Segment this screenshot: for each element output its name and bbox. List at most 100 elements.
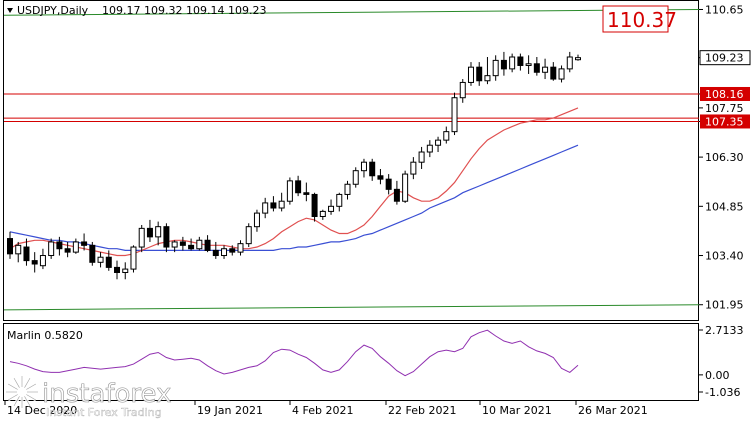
candles [7,51,581,280]
sunburst-ray-edge-1 [26,394,37,401]
candle-body-6 [56,241,63,250]
candle-body-42 [352,170,359,185]
target-label: 110.37 [607,8,677,32]
sunburst-ray-edge-2 [24,396,31,407]
date-label-2: 4 Feb 2021 [292,404,353,417]
oscillator-polyline [9,329,579,377]
osc-label-1: 0.00 [705,369,730,382]
ohlc-header: 109.17 109.32 109.14 109.23 [102,4,266,17]
candle-body-59 [492,59,499,77]
candle-body-51 [426,144,433,153]
candle-body-65 [542,66,549,73]
candle-body-62 [517,56,524,66]
candle-body-54 [451,97,458,133]
candle-body-61 [509,56,516,70]
candle-body-7 [64,248,71,253]
candle-body-12 [105,256,112,268]
target-label-box [602,5,669,33]
candle-body-41 [344,183,351,195]
candle-body-29 [245,226,252,245]
price-label-6: 104.85 [705,200,744,213]
price-label-4: 107.35 [705,115,744,128]
collapse-triangle-icon [7,8,13,13]
candle-body-63 [525,63,532,66]
candle-body-43 [360,161,367,172]
sunburst-ray-edge-8 [13,377,20,388]
candle-body-34 [286,180,293,202]
candle-body-14 [122,268,129,273]
candle-body-45 [377,175,384,180]
candle-body-21 [179,241,186,246]
price-label-box-4 [700,114,750,129]
candle-body-9 [81,241,88,246]
candle-body-23 [196,239,203,250]
oscillator-axis: 2.7133 0.00 -1.036 [699,324,744,399]
channel-line-1 [3,304,700,311]
sunburst-ray-edge-11 [26,383,37,390]
candle-body-1 [15,244,22,255]
price-label-2: 108.16 [705,88,744,101]
candle-body-22 [188,244,195,250]
candle-body-47 [393,188,400,202]
candle-body-33 [278,200,285,209]
price-label-5: 106.30 [705,151,744,164]
candle-body-15 [130,246,137,270]
sunburst-icon [6,376,38,408]
fast-ma-line [9,107,579,257]
candle-body-69 [575,57,581,61]
candle-body-48 [402,173,409,202]
candle-body-27 [229,248,236,253]
sunburst-ray-edge-10 [24,377,31,388]
oscillator-line [9,329,579,377]
candle-body-39 [328,205,335,212]
candle-body-37 [311,193,318,217]
candle-body-64 [533,63,540,73]
main-pane-frame [3,0,699,321]
price-label-box-2 [700,86,750,101]
candle-body-58 [484,75,491,82]
candle-body-67 [558,68,565,80]
candle-body-16 [138,227,145,248]
candle-body-50 [418,151,425,163]
candle-body-2 [23,246,30,262]
symbol-header: USDJPY,Daily [17,4,89,17]
sunburst-ray-edge-4 [13,396,20,407]
fast-moving-average [9,107,579,257]
sunburst-ray-edge-5 [7,394,18,401]
candle-body-13 [114,266,121,273]
watermark-tagline: Instant Forex Trading [46,406,162,419]
date-label-0: 14 Dec 2020 [7,404,77,417]
last-price-label: 109.23 [705,52,744,65]
candle-body-32 [270,202,277,209]
oscillator-label: Marlin 0.5820 [7,329,83,342]
horizontal-levels [4,93,699,122]
candle-body-5 [48,241,55,257]
candle-body-30 [253,212,260,228]
candle-body-25 [212,249,219,257]
price-label-8: 101.95 [705,299,744,312]
candle-body-44 [369,161,376,177]
sunburst-ray-edge-7 [7,383,18,390]
last-price-box [699,50,751,66]
candle-body-0 [7,238,13,255]
candle-body-24 [204,239,211,251]
date-label-5: 26 Mar 2021 [578,404,648,417]
candle-body-31 [262,202,269,214]
price-label-0: 110.65 [705,3,744,16]
candle-body-18 [155,226,162,238]
candle-body-55 [459,81,466,99]
candle-body-56 [467,66,474,83]
candle-body-4 [39,255,46,267]
candle-body-3 [31,260,38,265]
channel-line-0 [3,8,700,16]
candle-body-46 [385,178,392,190]
candle-body-60 [500,59,507,70]
chart-header: USDJPY,Daily 109.17 109.32 109.14 109.23 [7,4,266,17]
candle-body-19 [163,226,170,248]
candle-body-66 [550,66,557,80]
candle-body-49 [410,161,417,175]
candle-body-57 [476,66,483,82]
candle-body-36 [303,192,310,195]
price-label-7: 103.40 [705,250,744,263]
